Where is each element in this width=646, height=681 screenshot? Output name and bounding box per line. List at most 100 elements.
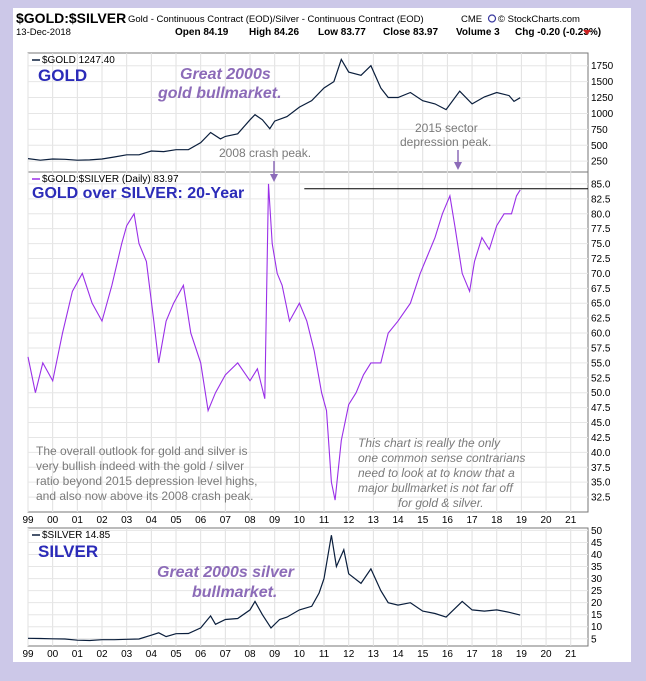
- x-tick-label: 06: [195, 515, 207, 526]
- contrarian-note: This chart is really the only one common…: [358, 436, 525, 510]
- y-tick-label: 35.0: [591, 478, 611, 489]
- y-tick-label: 1500: [591, 77, 614, 88]
- y-tick-label: 40: [591, 550, 603, 561]
- high-value: High 84.26: [249, 27, 299, 38]
- x-tick-label: 19: [516, 649, 528, 660]
- silver-legend: $SILVER 14.85: [32, 530, 111, 541]
- y-axis-labels: 1750 1500 1250 1000 750 500 250 85.0 82.5 80.0 77.…: [591, 61, 614, 645]
- x-tick-label: 08: [244, 515, 256, 526]
- y-tick-label: 72.5: [591, 254, 611, 265]
- x-tick-label: 19: [516, 515, 528, 526]
- y-tick-label: 42.5: [591, 433, 611, 444]
- x-tick-label: 21: [565, 649, 577, 660]
- x-axis-labels: 99 00 01 02 03 04 05 06 07 08 09 10 11 12 13 14 15 16 17 18…: [22, 515, 576, 660]
- ratio-series-line: [27, 183, 521, 501]
- grid-lines: [27, 53, 588, 646]
- x-tick-label: 14: [392, 649, 404, 660]
- gold-panel: [27, 52, 589, 173]
- x-tick-label: 99: [22, 649, 34, 660]
- x-tick-label: 07: [220, 649, 232, 660]
- x-tick-label: 13: [368, 515, 380, 526]
- y-tick-label: 50: [591, 526, 603, 537]
- y-tick-label: 20: [591, 598, 603, 609]
- x-tick-label: 12: [343, 649, 355, 660]
- contrarian-line: need to look at to know that a: [358, 466, 515, 480]
- y-tick-label: 55.0: [591, 358, 611, 369]
- x-tick-label: 16: [442, 515, 454, 526]
- y-tick-label: 70.0: [591, 269, 611, 280]
- x-tick-label: 21: [565, 515, 577, 526]
- outlook-line: very bullish indeed with the gold / silv…: [36, 459, 244, 473]
- silver-bull-text-line2: bullmarket.: [192, 584, 277, 601]
- silver-series-line: [27, 535, 521, 642]
- source-label[interactable]: © StockCharts.com: [498, 14, 580, 25]
- outlook-line: and also now above its 2008 crash peak.: [36, 489, 253, 503]
- x-tick-label: 18: [491, 649, 503, 660]
- open-value: Open 84.19: [175, 27, 229, 38]
- contrarian-line: This chart is really the only: [358, 436, 501, 450]
- x-tick-label: 11: [319, 515, 330, 526]
- volume-value: Volume 3: [456, 27, 500, 38]
- x-tick-label: 16: [442, 649, 454, 660]
- symbol-title: $GOLD:$SILVER: [16, 10, 126, 26]
- sector-peak-label-line2: depression peak.: [400, 135, 491, 149]
- gold-series-line: [27, 57, 521, 161]
- y-tick-label: 50.0: [591, 388, 611, 399]
- x-tick-label: 01: [72, 649, 84, 660]
- y-tick-label: 52.5: [591, 373, 611, 384]
- contrarian-line: major bullmarket is not far off: [358, 481, 514, 495]
- x-tick-label: 03: [121, 515, 133, 526]
- x-tick-label: 01: [72, 515, 84, 526]
- contrarian-line: one common sense contrarians: [358, 451, 525, 465]
- gold-bull-text-line1: Great 2000s: [180, 66, 271, 83]
- y-tick-label: 37.5: [591, 463, 611, 474]
- y-tick-label: 1250: [591, 93, 614, 104]
- gold-legend-label: $GOLD 1247.40: [42, 55, 115, 66]
- ratio-legend-label: $GOLD:$SILVER (Daily) 83.97: [42, 174, 179, 185]
- x-tick-label: 02: [96, 649, 108, 660]
- y-tick-label: 10: [591, 622, 603, 633]
- chart-header: $GOLD:$SILVER Gold - Continuous Contract…: [16, 10, 601, 38]
- gold-panel-title: GOLD: [38, 66, 87, 85]
- x-tick-label: 05: [170, 515, 182, 526]
- silver-panel: [27, 527, 589, 647]
- y-tick-label: 25: [591, 586, 603, 597]
- y-tick-label: 45: [591, 538, 603, 549]
- y-tick-label: 45.0: [591, 418, 611, 429]
- x-tick-label: 05: [170, 649, 182, 660]
- y-tick-label: 47.5: [591, 403, 611, 414]
- x-tick-label: 07: [220, 515, 232, 526]
- y-tick-label: 30: [591, 574, 603, 585]
- y-tick-label: 40.0: [591, 448, 611, 459]
- x-tick-label: 14: [392, 515, 404, 526]
- outlook-line: The overall outlook for gold and silver …: [36, 444, 247, 458]
- y-tick-label: 5: [591, 634, 597, 645]
- contrarian-line: for gold & silver.: [398, 496, 484, 510]
- x-tick-label: 08: [244, 649, 256, 660]
- y-tick-label: 250: [591, 157, 608, 168]
- x-tick-label: 03: [121, 649, 133, 660]
- y-tick-label: 35: [591, 562, 603, 573]
- x-tick-label: 09: [269, 515, 281, 526]
- y-tick-label: 80.0: [591, 209, 611, 220]
- x-tick-label: 18: [491, 515, 503, 526]
- y-tick-label: 75.0: [591, 239, 611, 250]
- gold-bull-text-line2: gold bullmarket.: [157, 85, 282, 102]
- silver-bull-text-line1: Great 2000s silver: [157, 564, 295, 581]
- y-tick-label: 32.5: [591, 493, 611, 504]
- y-tick-label: 85.0: [591, 179, 611, 190]
- symbol-description: Gold - Continuous Contract (EOD)/Silver …: [128, 14, 424, 25]
- x-tick-label: 17: [466, 649, 478, 660]
- down-arrow-icon: [583, 30, 591, 35]
- x-tick-label: 13: [368, 649, 380, 660]
- silver-legend-label: $SILVER 14.85: [42, 530, 111, 541]
- x-tick-label: 00: [47, 649, 59, 660]
- crash-peak-label: 2008 crash peak.: [219, 146, 311, 160]
- x-tick-label: 06: [195, 649, 207, 660]
- x-tick-label: 20: [540, 515, 552, 526]
- x-tick-label: 10: [294, 515, 306, 526]
- y-tick-label: 77.5: [591, 224, 611, 235]
- low-value: Low 83.77: [318, 27, 366, 38]
- stockcharts-logo-icon: [487, 14, 497, 23]
